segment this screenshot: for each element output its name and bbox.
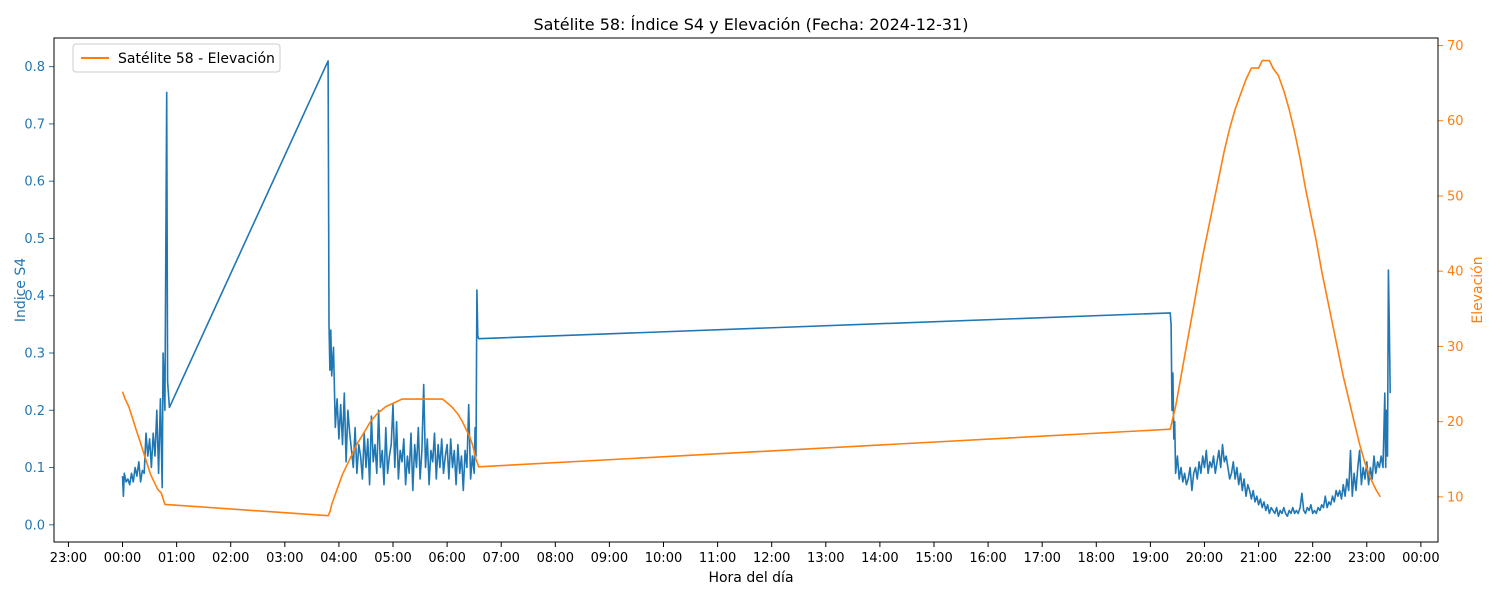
left-tick-label: 0.0 [24,518,45,533]
left-tick-label: 0.3 [24,347,45,362]
left-tick-label: 0.1 [24,461,45,476]
x-tick-label: 05:00 [374,551,411,566]
right-tick-label: 50 [1447,189,1464,204]
x-tick-label: 00:00 [1402,551,1439,566]
right-tick-label: 70 [1447,39,1464,54]
s4-series-line [121,60,1391,518]
left-tick-label: 0.5 [24,232,45,247]
x-tick-label: 00:00 [104,551,141,566]
x-tick-label: 14:00 [861,551,898,566]
x-tick-label: 07:00 [482,551,519,566]
right-tick-label: 10 [1447,490,1464,505]
left-tick-label: 0.2 [24,404,45,419]
x-tick-label: 08:00 [537,551,574,566]
x-tick-label: 13:00 [807,551,844,566]
right-tick-label: 30 [1447,340,1464,355]
x-tick-label: 12:00 [753,551,790,566]
x-axis-ticks: 23:00 00:00 01:00 02:00 03:00 04:00 05:00 06:00… [50,542,1440,566]
x-tick-label: 16:00 [969,551,1006,566]
x-tick-label: 20:00 [1186,551,1223,566]
x-tick-label: 11:00 [699,551,736,566]
x-tick-label: 03:00 [266,551,303,566]
x-tick-label: 15:00 [915,551,952,566]
legend: Satélite 58 - Elevación [72,43,281,73]
x-tick-label: 21:00 [1240,551,1277,566]
legend-elevation-label: Satélite 58 - Elevación [118,51,275,67]
x-tick-label: 22:00 [1294,551,1331,566]
x-tick-label: 02:00 [212,551,249,566]
x-axis-title: Hora del día [708,570,793,586]
right-tick-label: 20 [1447,415,1464,430]
chart-title: Satélite 58: Índice S4 y Elevación (Fech… [534,15,969,34]
x-tick-label: 06:00 [428,551,465,566]
right-tick-label: 60 [1447,114,1464,129]
plot-frame [53,37,1439,543]
right-tick-label: 40 [1447,265,1464,280]
plot-lines [121,59,1391,518]
elevation-series-line [121,59,1381,517]
left-axis-ticks: 0.0 0.1 0.2 0.3 0.4 0.5 0.6 0.7 0.8 [24,60,54,533]
left-tick-label: 0.7 [24,117,45,132]
x-tick-label: 19:00 [1132,551,1169,566]
x-tick-label: 09:00 [591,551,628,566]
x-tick-label: 10:00 [645,551,682,566]
x-tick-label: 01:00 [158,551,195,566]
left-tick-label: 0.4 [24,289,45,304]
left-tick-label: 0.6 [24,175,45,190]
x-tick-label: 23:00 [1348,551,1385,566]
right-axis-title: Elevación [1470,256,1486,323]
x-tick-label: 17:00 [1023,551,1060,566]
left-tick-label: 0.8 [24,60,45,75]
x-tick-label: 04:00 [320,551,357,566]
x-tick-label: 18:00 [1078,551,1115,566]
left-axis-title: Indice S4 [13,258,29,322]
x-tick-label: 23:00 [50,551,87,566]
legend-box [72,43,281,73]
right-axis-ticks: 10 20 30 40 50 60 70 [1438,39,1464,505]
